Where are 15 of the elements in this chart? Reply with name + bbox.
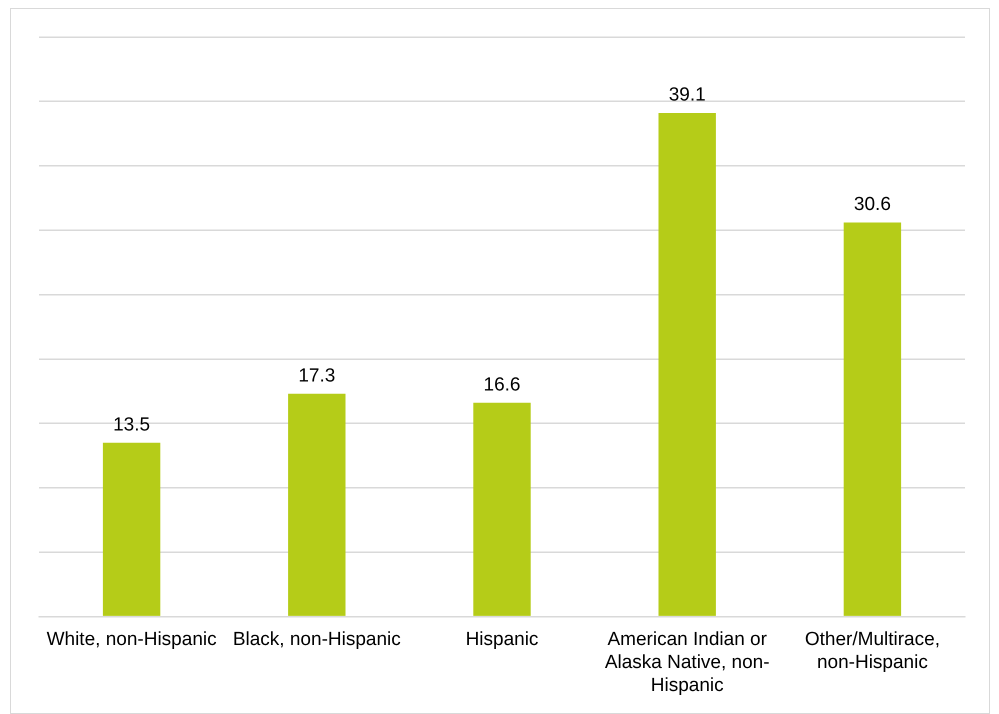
bar — [658, 112, 716, 616]
data-label: 39.1 — [668, 84, 706, 106]
x-tick-label: Black, non-Hispanic — [232, 629, 401, 650]
x-tick-label: American Indian or Alaska Native, non-Hispanic — [604, 629, 770, 696]
bar — [288, 394, 346, 616]
bar — [102, 442, 160, 616]
data-label: 16.6 — [484, 374, 520, 396]
x-tick-label: White, non-Hispanic — [46, 629, 217, 650]
data-label: 30.6 — [854, 194, 891, 216]
data-label: 17.3 — [298, 366, 336, 387]
x-tick-label: Other/Multirace, non-Hispanic — [804, 629, 940, 674]
x-tick-label: Hispanic — [466, 629, 538, 650]
bar — [473, 402, 531, 616]
data-label: 13.5 — [113, 414, 150, 436]
bar — [844, 222, 902, 616]
